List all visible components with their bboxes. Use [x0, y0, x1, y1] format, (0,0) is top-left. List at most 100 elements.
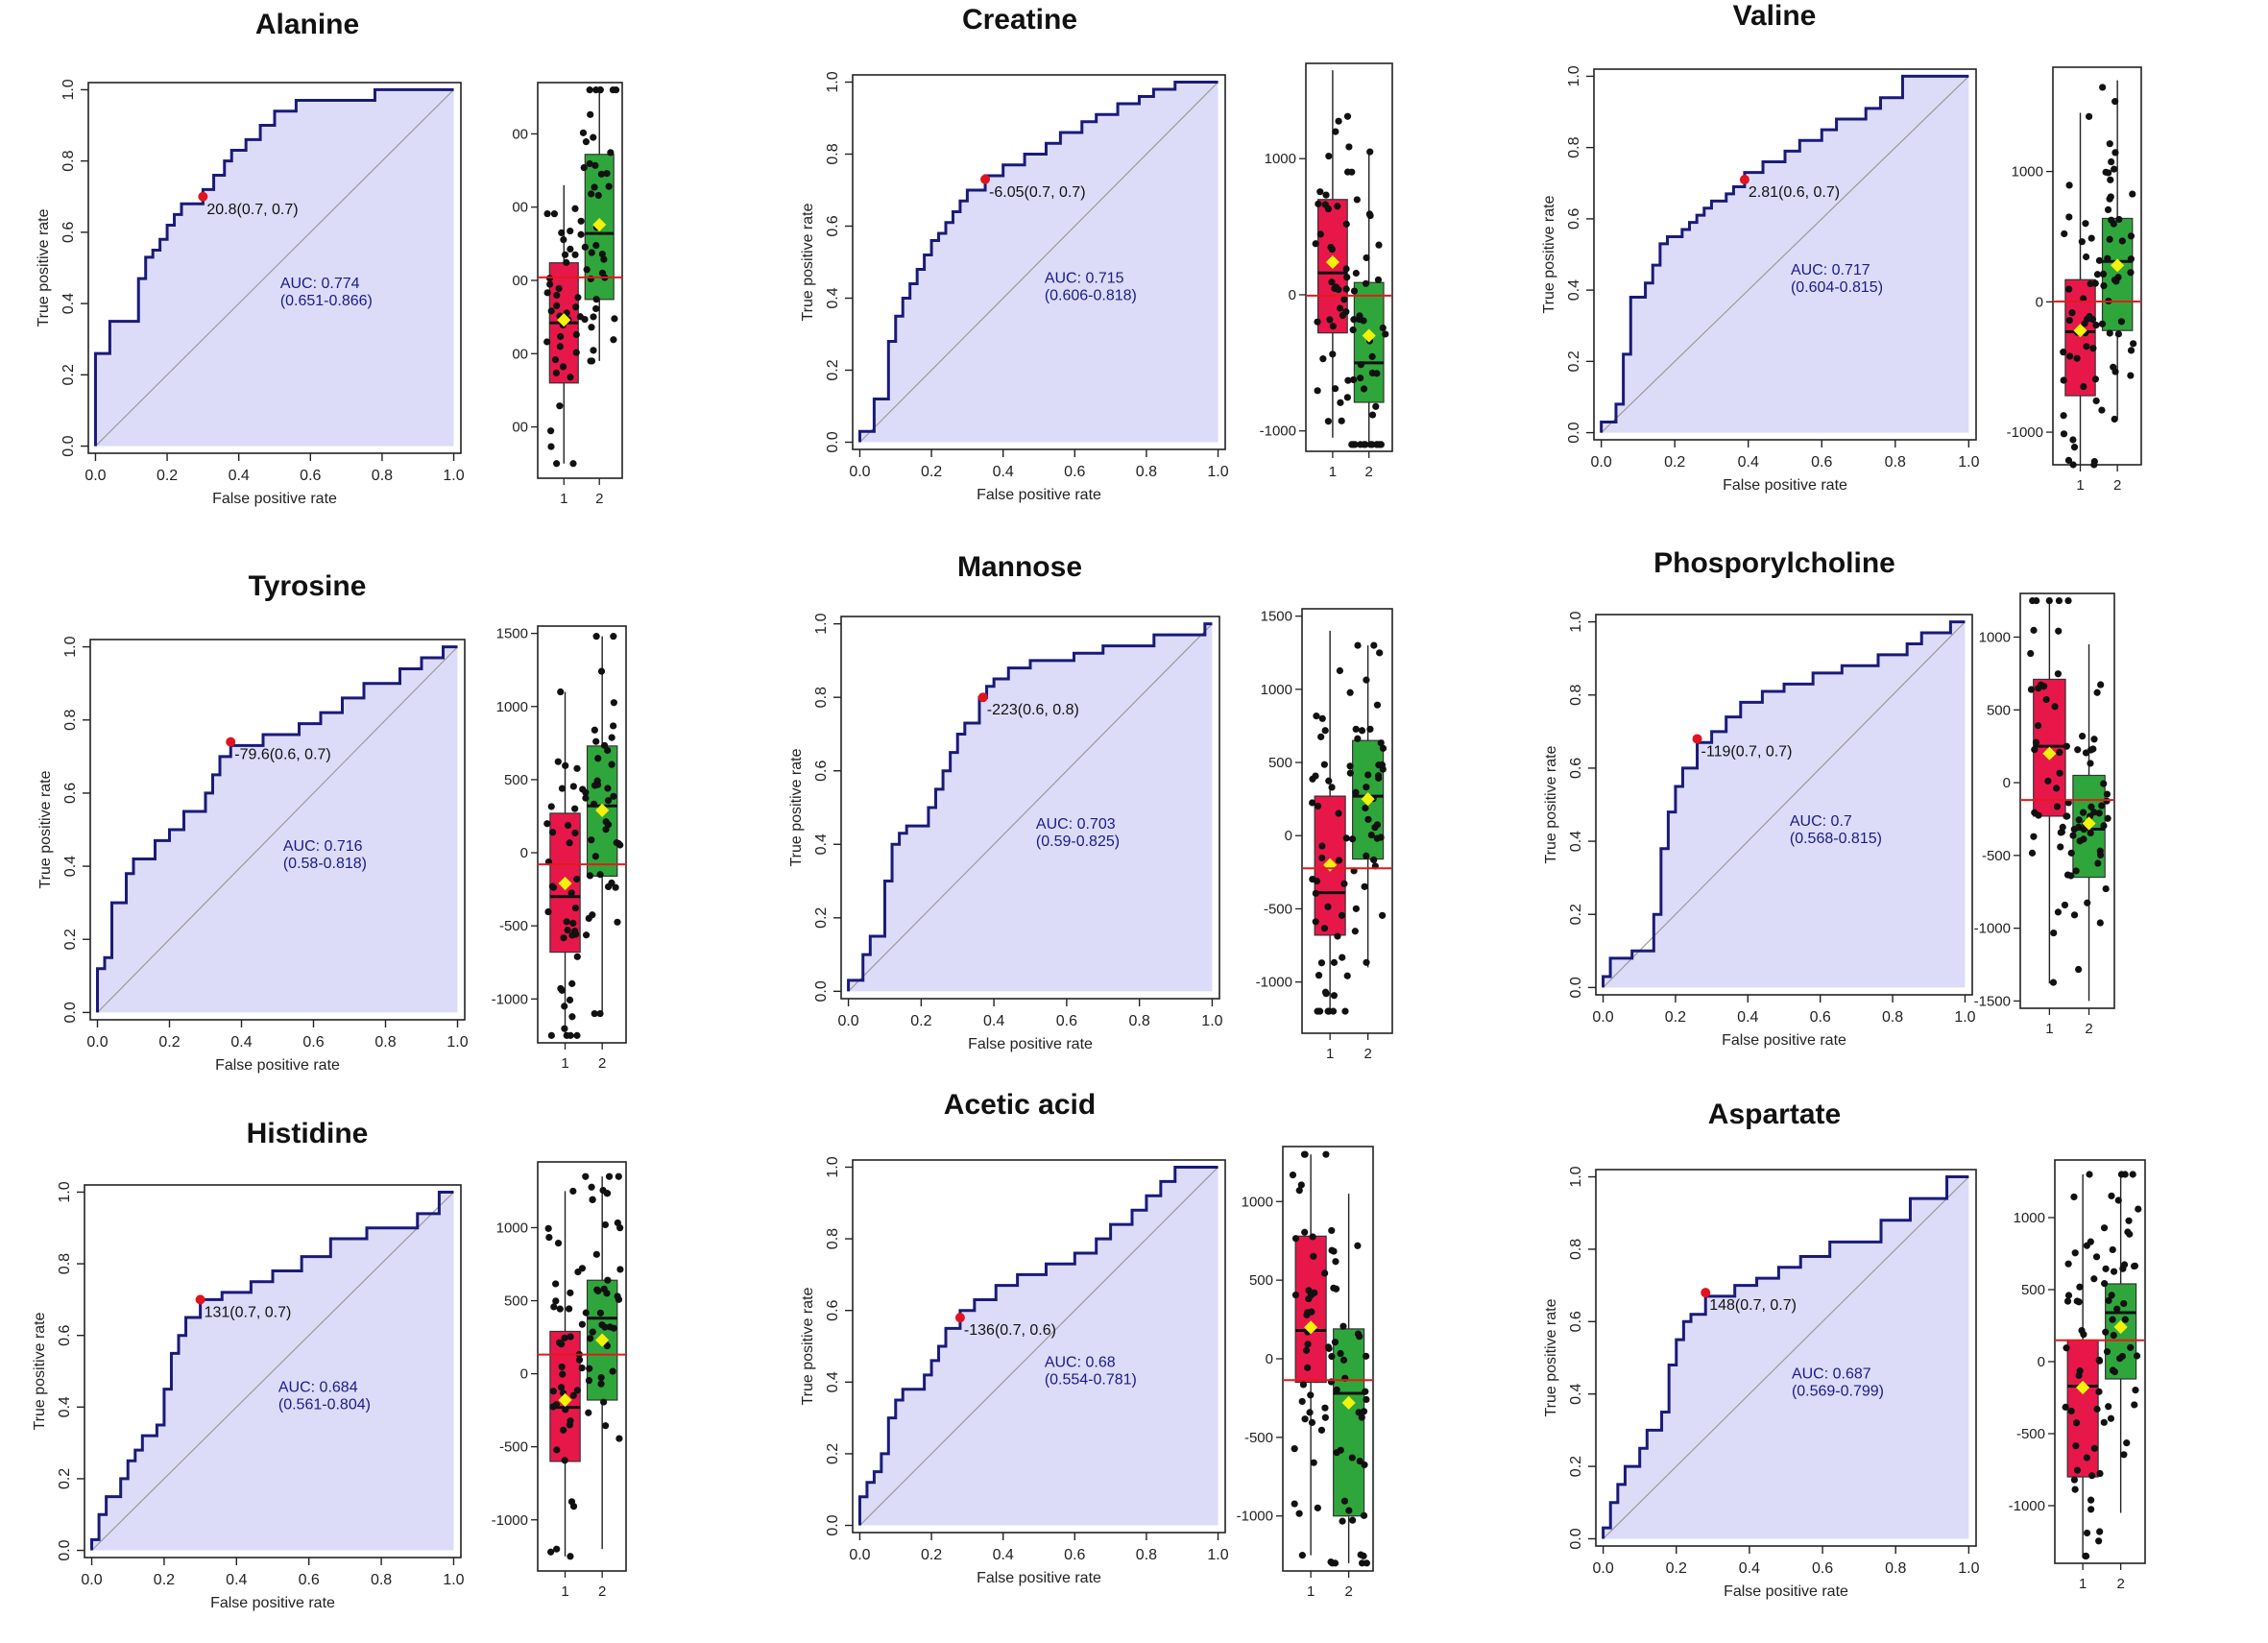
boxplot-point	[1368, 411, 1377, 419]
boxplot-y-tick-label: 00	[512, 420, 528, 436]
boxplot-point	[610, 792, 617, 800]
boxplot-point	[1374, 772, 1383, 780]
boxplot-point	[567, 889, 575, 897]
chart-title: Valine	[1733, 0, 1817, 32]
boxplot-point	[612, 86, 620, 94]
boxplot-point	[2063, 1297, 2072, 1305]
boxplot-point	[1300, 1150, 1309, 1158]
roc-cutoff-point	[198, 191, 208, 202]
boxplot-x-tick-label: 2	[1365, 464, 1373, 480]
boxplot-y-tick-label: -1000	[492, 1512, 528, 1529]
boxplot-x-tick-label: 1	[561, 1583, 568, 1600]
boxplot-point	[561, 1025, 568, 1032]
roc-y-tick-label: 1.0	[60, 79, 77, 100]
boxplot-point	[581, 243, 589, 251]
boxplot-point	[2065, 181, 2073, 189]
boxplot-point	[1353, 196, 1361, 204]
roc-y-tick-label: 0.8	[57, 1253, 73, 1274]
roc-x-tick-label: 0.0	[81, 1572, 102, 1588]
chart-title: Creatine	[962, 4, 1077, 36]
boxplot-point	[598, 250, 606, 258]
boxplot-x-tick-label: 2	[1344, 1583, 1352, 1600]
roc-x-tick-label: 0.4	[1737, 1009, 1758, 1026]
boxplot-point	[543, 289, 551, 297]
boxplot-point	[1345, 143, 1353, 151]
boxplot-x-tick-label: 1	[561, 1055, 568, 1072]
boxplot-point	[2103, 1348, 2111, 1356]
boxplot-point	[608, 761, 615, 768]
boxplot-y-tick-label: 1000	[1261, 682, 1292, 698]
boxplot-mean-marker	[1362, 328, 1376, 343]
roc-auc-ci-label: (0.606-0.818)	[1045, 287, 1137, 303]
boxplot-point	[575, 1356, 584, 1364]
boxplot-point	[1326, 316, 1334, 324]
roc-x-tick-label: 0.0	[84, 468, 106, 484]
boxplot-point	[1379, 911, 1387, 919]
roc-cutoff-label: -119(0.7, 0.7)	[1701, 743, 1793, 760]
boxplot-point	[1376, 441, 1384, 448]
boxplot-point	[2104, 205, 2112, 213]
boxplot-point	[2069, 832, 2077, 839]
panel-tyrosine: Tyrosine 0.0 0.0 0.2 0.2 0.4 0.4 0.6 0.6 0.8 0.8 1.…	[37, 570, 627, 1074]
boxplot-point	[2057, 829, 2064, 836]
boxplot-y-tick-label: 500	[504, 1293, 528, 1310]
boxplot-point	[610, 699, 617, 707]
boxplot-point	[552, 1297, 560, 1305]
boxplot-point	[1363, 1559, 1370, 1567]
boxplot-point	[2064, 1292, 2073, 1299]
boxplot-point	[1355, 315, 1363, 324]
boxplot-point	[1315, 200, 1322, 207]
boxplot-point	[1312, 889, 1319, 897]
boxplot-x-tick-label: 2	[598, 1583, 606, 1600]
roc-x-tick-label: 0.4	[226, 1572, 247, 1588]
boxplot-point	[1334, 932, 1341, 940]
boxplot-point	[1321, 1404, 1329, 1412]
roc-curve	[96, 645, 458, 1013]
boxplot-point	[616, 841, 624, 849]
boxplot-point	[1315, 1007, 1324, 1015]
boxplot-y-tick-label: 1000	[1242, 1194, 1273, 1210]
boxplot-point	[2127, 372, 2135, 379]
boxplot-point	[2063, 812, 2070, 820]
roc-y-tick-label: 0.4	[57, 1396, 73, 1417]
boxplot-point	[1367, 831, 1375, 839]
boxplot-point	[2055, 627, 2063, 635]
roc-x-tick-label: 0.0	[86, 1034, 108, 1051]
boxplot-point	[1346, 769, 1354, 777]
boxplot-point	[592, 633, 600, 640]
boxplot-point	[588, 249, 595, 256]
boxplot-point	[596, 1309, 605, 1317]
boxplot-point	[1343, 972, 1351, 979]
boxplot-point	[2130, 1262, 2138, 1270]
boxplot-point	[2135, 1205, 2142, 1213]
boxplot-point	[1324, 903, 1332, 910]
boxplot-point	[2080, 1331, 2087, 1339]
roc-curve	[847, 622, 1213, 992]
roc-curve	[1602, 620, 1966, 988]
roc-y-tick-label: 0.4	[813, 834, 830, 855]
boxplot-point	[1342, 265, 1350, 273]
boxplot-point	[550, 1303, 558, 1311]
roc-x-tick-label: 0.4	[993, 1547, 1014, 1563]
boxplot-point	[588, 190, 595, 198]
boxplot-y-tick-label: -1000	[1256, 975, 1292, 991]
roc-y-tick-label: 0.2	[60, 364, 77, 385]
boxplot-point	[574, 294, 582, 302]
boxplot-point	[1340, 1497, 1349, 1505]
boxplot-point	[582, 931, 591, 939]
boxplot-point	[1373, 370, 1381, 377]
boxplot-point	[2059, 823, 2066, 831]
roc-y-tick-label: 0.2	[57, 1468, 73, 1489]
roc-x-tick-label: 0.6	[1064, 1547, 1085, 1563]
boxplot-point	[558, 785, 567, 792]
boxplot-y-tick-label: 1000	[496, 1220, 528, 1236]
roc-frame	[852, 74, 1226, 450]
boxplot-y-tick-label: -1000	[1260, 423, 1296, 440]
boxplot-point	[2032, 738, 2040, 746]
boxplot-y-tick-label: -1000	[1974, 921, 2011, 937]
boxplot-point	[563, 258, 570, 266]
roc-x-tick-label: 0.2	[157, 468, 178, 484]
boxplot-point	[2072, 867, 2080, 875]
roc-auc-label: AUC: 0.717	[1791, 262, 1870, 278]
roc-y-tick-label: 1.0	[1568, 1166, 1584, 1187]
